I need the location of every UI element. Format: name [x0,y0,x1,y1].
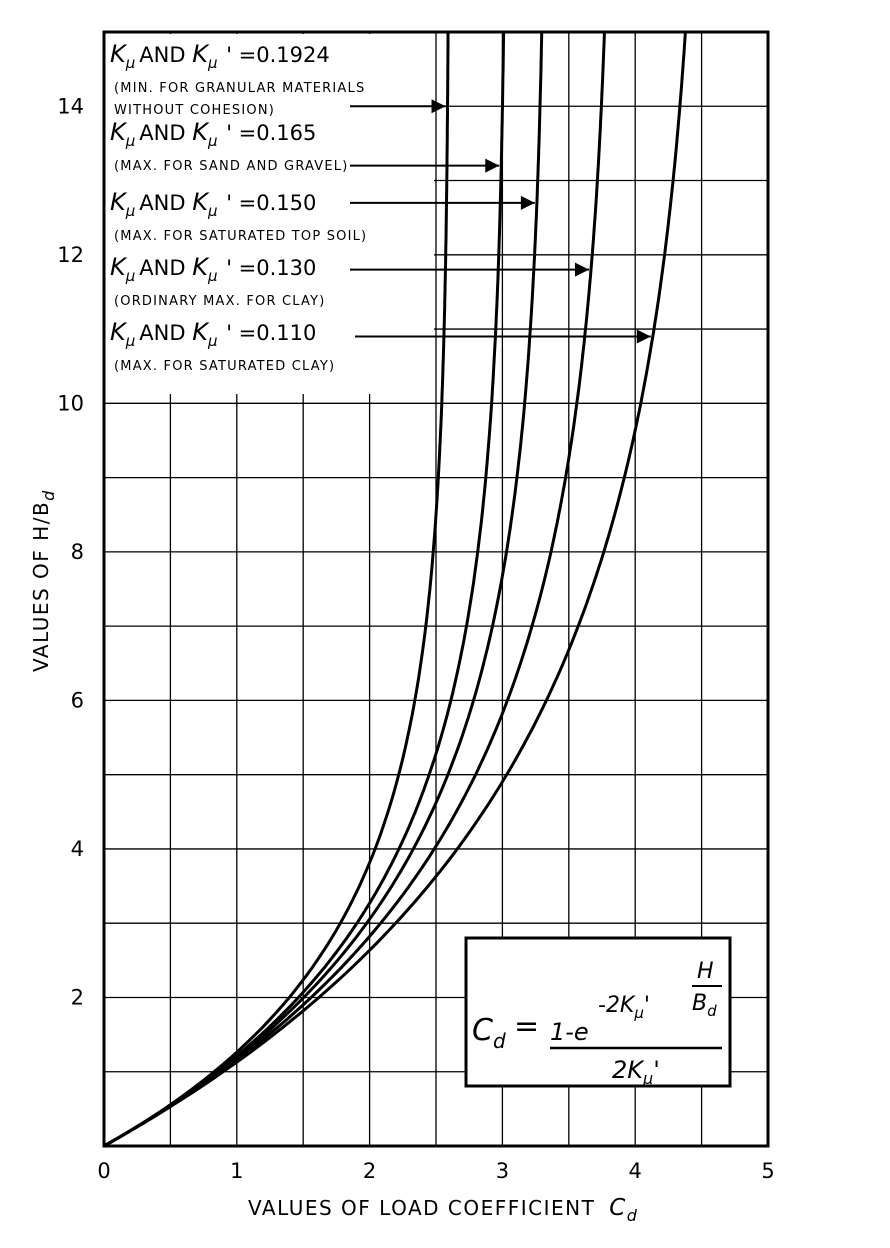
y-tick-label: 2 [71,985,84,1009]
y-tick-label: 4 [71,837,84,861]
formula-frac-bottom: Bd [692,991,717,1020]
curve-k-0-13 [103,31,606,1148]
x-tick-label: 3 [496,1159,509,1183]
y-tick-label: 10 [57,391,84,415]
formula-numerator-lead: 1-e [550,1018,589,1046]
plot-frame [102,30,770,1148]
curve-k-0-1924 [103,32,450,1148]
legend-note-3: (ORDINARY MAX. FOR CLAY) [114,294,326,309]
curves [103,31,687,1148]
y-tick-label: 8 [71,540,84,564]
x-tick-label: 4 [629,1159,642,1183]
y-axis-title: VALUES OF H/Bd [29,489,58,672]
legend-label-3: Kμ AND Kμ ' =0.130 [110,253,316,285]
curve-k-0-15 [103,31,544,1148]
y-tick-label: 12 [57,243,84,267]
formula-equals: = [514,1009,539,1044]
legend: Kμ AND Kμ ' =0.1924 (MIN. FOR GRANULAR MAT… [110,40,651,374]
legend-note-2: (MAX. FOR SATURATED TOP SOIL) [114,229,367,244]
x-tick-label: 0 [97,1159,110,1183]
grid [104,32,768,1146]
legend-note-0: WITHOUT COHESION) [114,103,275,118]
y-tick-label: 14 [57,94,84,118]
x-tick-label: 1 [230,1159,243,1183]
legend-note-1: (MAX. FOR SAND AND GRAVEL) [114,159,349,174]
formula-lhs: Cd [472,1013,506,1053]
legend-label-4: Kμ AND Kμ ' =0.110 [110,318,316,350]
x-tick-label: 5 [761,1159,774,1183]
formula-exponent: -2Kμ' [598,993,650,1022]
formula-frac-top: H [697,959,714,984]
legend-note-4: (MAX. FOR SATURATED CLAY) [114,359,335,374]
curve-k-0-165 [103,31,506,1148]
formula-denominator: 2Kμ' [612,1056,660,1088]
curve-k-0-11 [103,31,687,1148]
x-tick-label: 2 [363,1159,376,1183]
x-axis-title: VALUES OF LOAD COEFFICIENT Cd [248,1195,638,1225]
legend-label-1: Kμ AND Kμ ' =0.165 [110,118,316,150]
y-tick-label: 6 [71,688,84,712]
legend-label-0: Kμ AND Kμ ' =0.1924 [110,40,330,72]
legend-background [104,34,434,394]
formula-box: Cd = 1-e -2Kμ' H Bd 2Kμ' [464,936,732,1088]
legend-note-0: (MIN. FOR GRANULAR MATERIALS [114,81,365,96]
legend-label-2: Kμ AND Kμ ' =0.150 [110,188,316,220]
